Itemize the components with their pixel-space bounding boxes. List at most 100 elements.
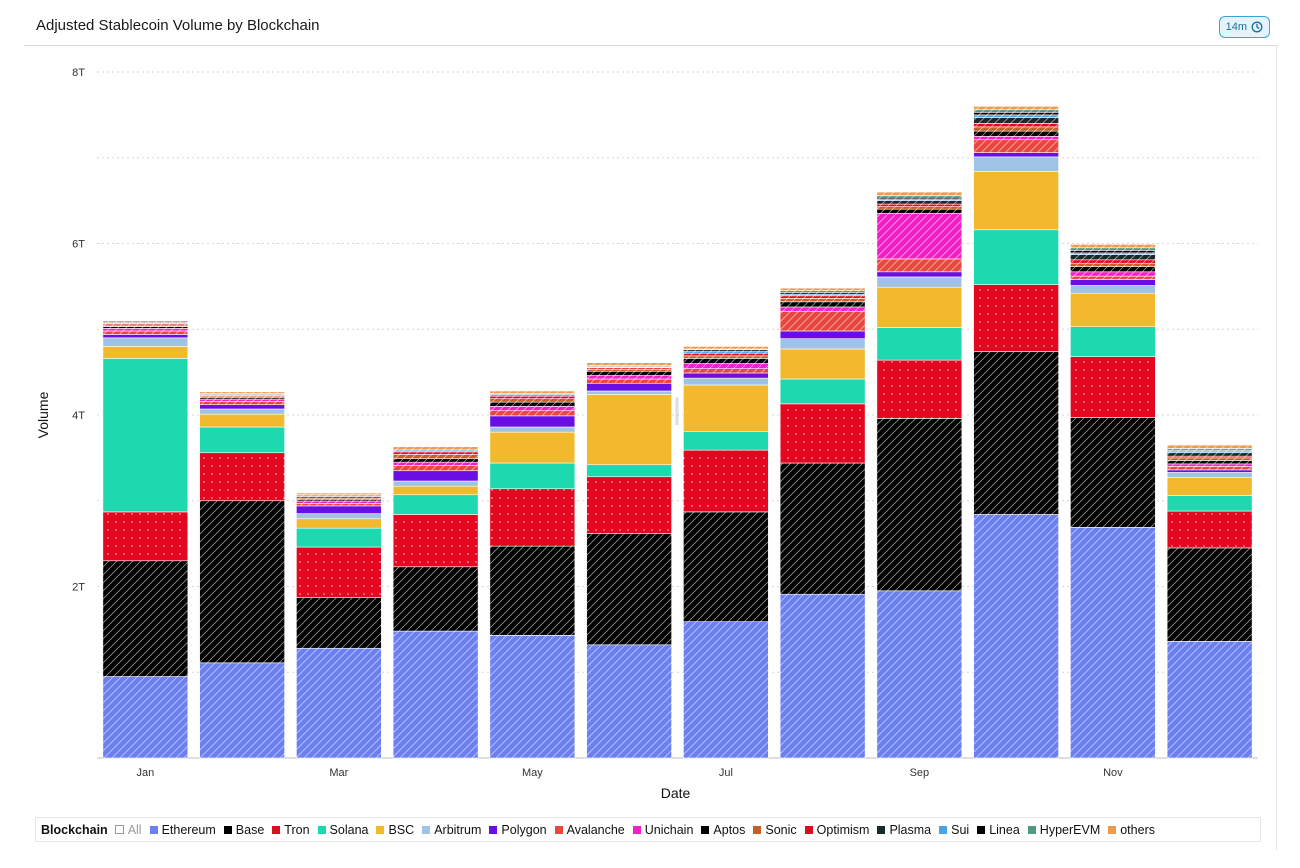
bar-segment-base-nov[interactable] (1070, 417, 1156, 528)
legend-item-unichain[interactable]: Unichain (632, 823, 693, 837)
bar-segment-polygon-apr[interactable] (392, 470, 479, 482)
bar-segment-ethereum-mar[interactable] (296, 647, 382, 759)
bar-segment-arbitrum-aug[interactable] (779, 338, 866, 350)
bar-segment-others-apr[interactable] (392, 446, 479, 450)
bar-segment-polygon-sep[interactable] (876, 271, 963, 278)
bar-segment-solana-jan[interactable] (102, 358, 189, 513)
legend-item-ethereum[interactable]: Ethereum (149, 823, 216, 837)
bar-segment-others-aug[interactable] (779, 287, 866, 291)
legend-item-tron[interactable]: Tron (272, 823, 310, 837)
bar-segment-avalanche-may[interactable] (489, 410, 576, 417)
bar-segment-polygon-feb[interactable] (199, 404, 285, 410)
bar-segment-ethereum-aug[interactable] (779, 593, 866, 759)
bar-segment-sonic-jul[interactable] (683, 355, 769, 359)
bar-segment-optimism-nov[interactable] (1070, 259, 1156, 264)
bar-segment-aptos-dec[interactable] (1166, 460, 1253, 465)
bar-segment-hyperevm-nov[interactable] (1070, 247, 1156, 251)
bar-segment-bsc-sep[interactable] (876, 286, 963, 328)
bar-segment-sonic-aug[interactable] (779, 298, 866, 303)
bar-segment-bsc-mar[interactable] (296, 518, 382, 529)
bar-segment-polygon-oct[interactable] (973, 152, 1059, 158)
bar-segment-base-feb[interactable] (199, 500, 285, 664)
bar-segment-ethereum-oct[interactable] (973, 514, 1059, 759)
bar-segment-arbitrum-sep[interactable] (876, 276, 963, 288)
bar-segment-plasma-oct[interactable] (973, 117, 1059, 124)
bar-segment-solana-aug[interactable] (779, 378, 866, 405)
bar-segment-aptos-aug[interactable] (779, 301, 866, 308)
bar-segment-polygon-nov[interactable] (1070, 279, 1156, 286)
bar-segment-others-dec[interactable] (1166, 444, 1253, 449)
bar-segment-optimism-may[interactable] (489, 395, 576, 400)
bar-segment-sui-oct[interactable] (973, 114, 1059, 118)
bar-segment-avalanche-feb[interactable] (199, 400, 285, 406)
bar-segment-solana-oct[interactable] (973, 229, 1059, 285)
bar-segment-aptos-apr[interactable] (392, 458, 479, 463)
bar-segment-ethereum-sep[interactable] (876, 590, 963, 759)
bar-segment-avalanche-aug[interactable] (779, 310, 866, 332)
legend-item-sonic[interactable]: Sonic (753, 823, 797, 837)
bar-segment-aptos-oct[interactable] (973, 130, 1059, 137)
bar-segment-base-aug[interactable] (779, 462, 866, 595)
bar-segment-hyperevm-oct[interactable] (973, 109, 1059, 113)
legend-item-polygon[interactable]: Polygon (489, 823, 547, 837)
bar-segment-tron-may[interactable] (489, 488, 576, 547)
bar-segment-plasma-dec[interactable] (1166, 452, 1253, 457)
bar-segment-tron-mar[interactable] (296, 546, 382, 598)
bar-segment-unichain-sep[interactable] (876, 213, 963, 260)
bar-segment-solana-apr[interactable] (392, 494, 479, 515)
bar-segment-sonic-may[interactable] (489, 398, 576, 403)
bar-segment-polygon-mar[interactable] (296, 505, 382, 514)
bar-segment-aptos-jun[interactable] (586, 370, 672, 376)
bar-segment-unichain-dec[interactable] (1166, 463, 1253, 467)
bar-segment-unichain-apr[interactable] (392, 461, 479, 466)
bar-segment-arbitrum-nov[interactable] (1070, 285, 1156, 294)
legend-item-base[interactable]: Base (223, 823, 264, 837)
bar-segment-ethereum-jan[interactable] (102, 676, 189, 759)
bar-segment-polygon-aug[interactable] (779, 330, 866, 339)
bar-segment-bsc-aug[interactable] (779, 348, 866, 380)
bar-segment-bsc-nov[interactable] (1070, 292, 1156, 327)
refresh-badge[interactable]: 14m (1218, 16, 1270, 38)
legend-item-others[interactable]: others (1108, 823, 1155, 837)
bar-segment-polygon-dec[interactable] (1166, 469, 1253, 473)
bar-segment-arbitrum-apr[interactable] (392, 480, 479, 487)
bar-segment-tron-jul[interactable] (683, 449, 769, 513)
bar-segment-base-oct[interactable] (973, 351, 1059, 515)
bar-segment-ethereum-may[interactable] (489, 635, 576, 759)
bar-segment-optimism-aug[interactable] (779, 295, 866, 299)
bar-segment-unichain-jul[interactable] (683, 363, 769, 369)
bar-segment-bsc-may[interactable] (489, 431, 576, 464)
bar-segment-arbitrum-jul[interactable] (683, 377, 769, 386)
bar-segment-polygon-jul[interactable] (683, 372, 769, 379)
bar-segment-arbitrum-mar[interactable] (296, 513, 382, 520)
bar-segment-unichain-may[interactable] (489, 406, 576, 412)
legend-item-optimism[interactable]: Optimism (804, 823, 869, 837)
bar-segment-solana-jun[interactable] (586, 464, 672, 478)
bar-segment-base-dec[interactable] (1166, 547, 1253, 642)
legend-item-solana[interactable]: Solana (317, 823, 368, 837)
bar-segment-arbitrum-jun[interactable] (586, 390, 672, 395)
bar-segment-base-mar[interactable] (296, 597, 382, 649)
bar-segment-bsc-dec[interactable] (1166, 477, 1253, 496)
bar-segment-aptos-nov[interactable] (1070, 266, 1156, 273)
bar-segment-sonic-nov[interactable] (1070, 262, 1156, 267)
bar-segment-avalanche-oct[interactable] (973, 139, 1059, 153)
bar-segment-base-may[interactable] (489, 545, 576, 636)
bar-segment-tron-feb[interactable] (199, 452, 285, 502)
legend-item-arbitrum[interactable]: Arbitrum (422, 823, 481, 837)
legend-item-bsc[interactable]: BSC (376, 823, 414, 837)
bar-segment-tron-dec[interactable] (1166, 510, 1253, 549)
bar-segment-arbitrum-dec[interactable] (1166, 472, 1253, 478)
bar-segment-sonic-oct[interactable] (973, 126, 1059, 132)
legend-item-hyperevm[interactable]: HyperEVM (1027, 823, 1100, 837)
bar-segment-avalanche-apr[interactable] (392, 465, 479, 472)
bar-segment-avalanche-jun[interactable] (586, 378, 672, 384)
bar-segment-optimism-jul[interactable] (683, 352, 769, 357)
bar-segment-unichain-nov[interactable] (1070, 271, 1156, 277)
bar-segment-ethereum-dec[interactable] (1166, 641, 1253, 759)
bar-segment-bsc-feb[interactable] (199, 413, 285, 428)
bar-segment-unichain-jan[interactable] (102, 328, 189, 332)
bar-segment-arbitrum-feb[interactable] (199, 408, 285, 415)
bar-segment-ethereum-jun[interactable] (586, 644, 672, 759)
bar-segment-base-jul[interactable] (683, 511, 769, 622)
